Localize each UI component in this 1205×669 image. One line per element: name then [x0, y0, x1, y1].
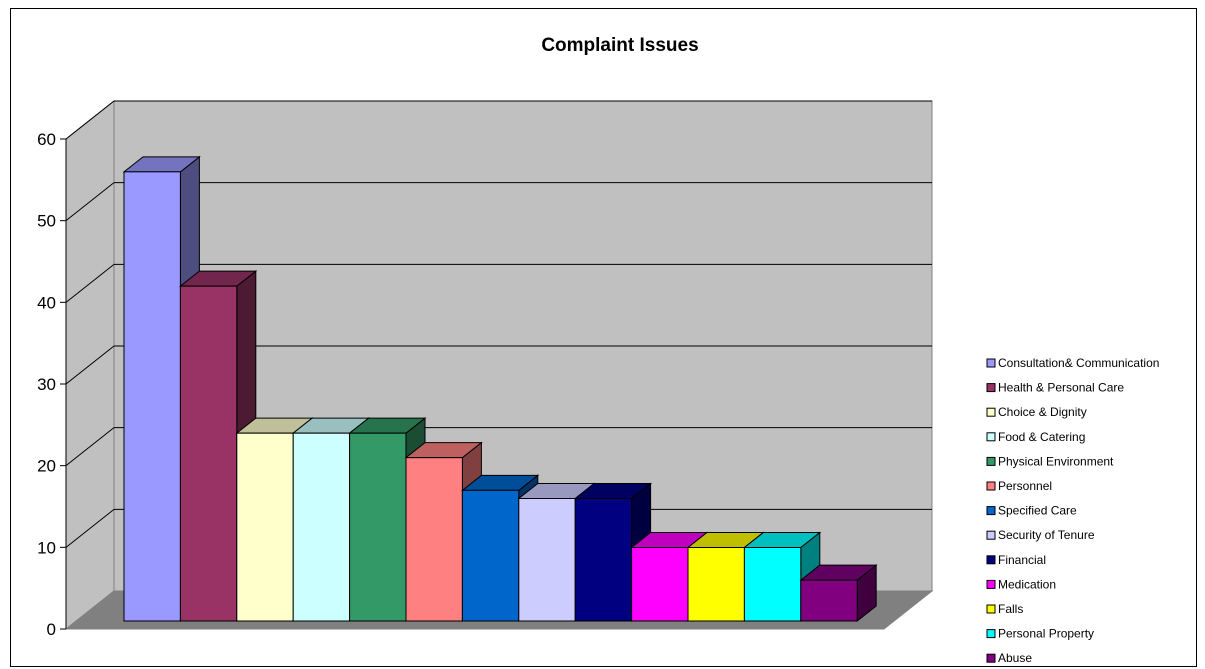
legend-item: Personal Property [986, 627, 1094, 641]
y-tick-label: 20 [37, 457, 56, 476]
legend: Consultation& Communication Health & Pers… [986, 356, 1159, 665]
bar-front [123, 171, 181, 622]
legend-item: Security of Tenure [986, 528, 1095, 542]
legend-swatch [986, 481, 996, 491]
gridline-diagonal [65, 508, 115, 548]
bar-front [743, 547, 802, 622]
legend-label: Financial [998, 553, 1046, 567]
y-tick-label: 10 [37, 538, 56, 557]
legend-label: Health & Personal Care [998, 381, 1124, 395]
bar-front [631, 547, 689, 622]
legend-swatch [986, 579, 996, 589]
legend-swatch [986, 530, 996, 540]
bar-front [405, 457, 463, 622]
legend-item: Physical Environment [986, 454, 1114, 468]
chart-svg: 0 10 20 30 40 50 60 Consultation& Communicatio… [37, 35, 1159, 665]
gridline-diagonal [65, 427, 115, 467]
bars [122, 155, 878, 623]
bar-front [518, 498, 576, 622]
legend-swatch [986, 407, 996, 417]
legend-item: Health & Personal Care [986, 381, 1124, 395]
legend-item: Abuse [986, 651, 1032, 665]
gridline-diagonal [65, 100, 115, 140]
legend-label: Personal Property [998, 627, 1094, 641]
legend-label: Medication [998, 577, 1056, 591]
legend-swatch [986, 358, 996, 368]
legend-item: Medication [986, 577, 1056, 591]
legend-item: Consultation& Communication [986, 356, 1159, 370]
bar-front [687, 547, 745, 622]
y-tick-label: 60 [37, 130, 56, 149]
y-tick-label: 30 [37, 375, 56, 394]
bar-front [574, 498, 633, 622]
legend-swatch [986, 456, 996, 466]
legend-item: Financial [986, 553, 1046, 567]
bar-front [461, 489, 520, 622]
y-tick-label: 50 [37, 212, 56, 231]
legend-label: Specified Care [998, 504, 1077, 518]
bar [742, 531, 822, 623]
legend-label: Consultation& Communication [998, 356, 1159, 370]
y-axis: 0 10 20 30 40 50 60 [37, 130, 67, 639]
bar-front [179, 285, 238, 622]
chart-title: Complaint Issues [541, 35, 698, 56]
legend-swatch [986, 432, 996, 442]
bar-front [236, 432, 294, 622]
y-tick-label: 0 [47, 620, 56, 639]
legend-label: Personnel [998, 479, 1052, 493]
legend-label: Food & Catering [998, 430, 1085, 444]
legend-label: Choice & Dignity [998, 405, 1087, 419]
legend-item: Choice & Dignity [986, 405, 1087, 419]
bar-front [349, 432, 407, 622]
gridline-diagonal [65, 345, 115, 385]
legend-swatch [986, 653, 996, 663]
bar-front [292, 432, 351, 622]
bar [799, 564, 878, 623]
legend-item: Falls [986, 602, 1023, 616]
chart-frame: 0 10 20 30 40 50 60 Consultation& Communicatio… [10, 8, 1197, 667]
legend-label: Security of Tenure [998, 528, 1095, 542]
legend-label: Physical Environment [998, 454, 1114, 468]
gridline-diagonal [65, 263, 115, 303]
legend-item: Personnel [986, 479, 1052, 493]
legend-item: Specified Care [986, 504, 1077, 518]
legend-label: Falls [998, 602, 1023, 616]
bar-front [800, 579, 858, 622]
legend-swatch [986, 604, 996, 614]
legend-label: Abuse [998, 651, 1032, 665]
legend-swatch [986, 506, 996, 516]
legend-item: Food & Catering [986, 430, 1085, 444]
y-tick-label: 40 [37, 293, 56, 312]
legend-swatch [986, 555, 996, 565]
gridline-diagonal [65, 182, 115, 222]
legend-swatch [986, 629, 996, 639]
legend-swatch [986, 383, 996, 393]
